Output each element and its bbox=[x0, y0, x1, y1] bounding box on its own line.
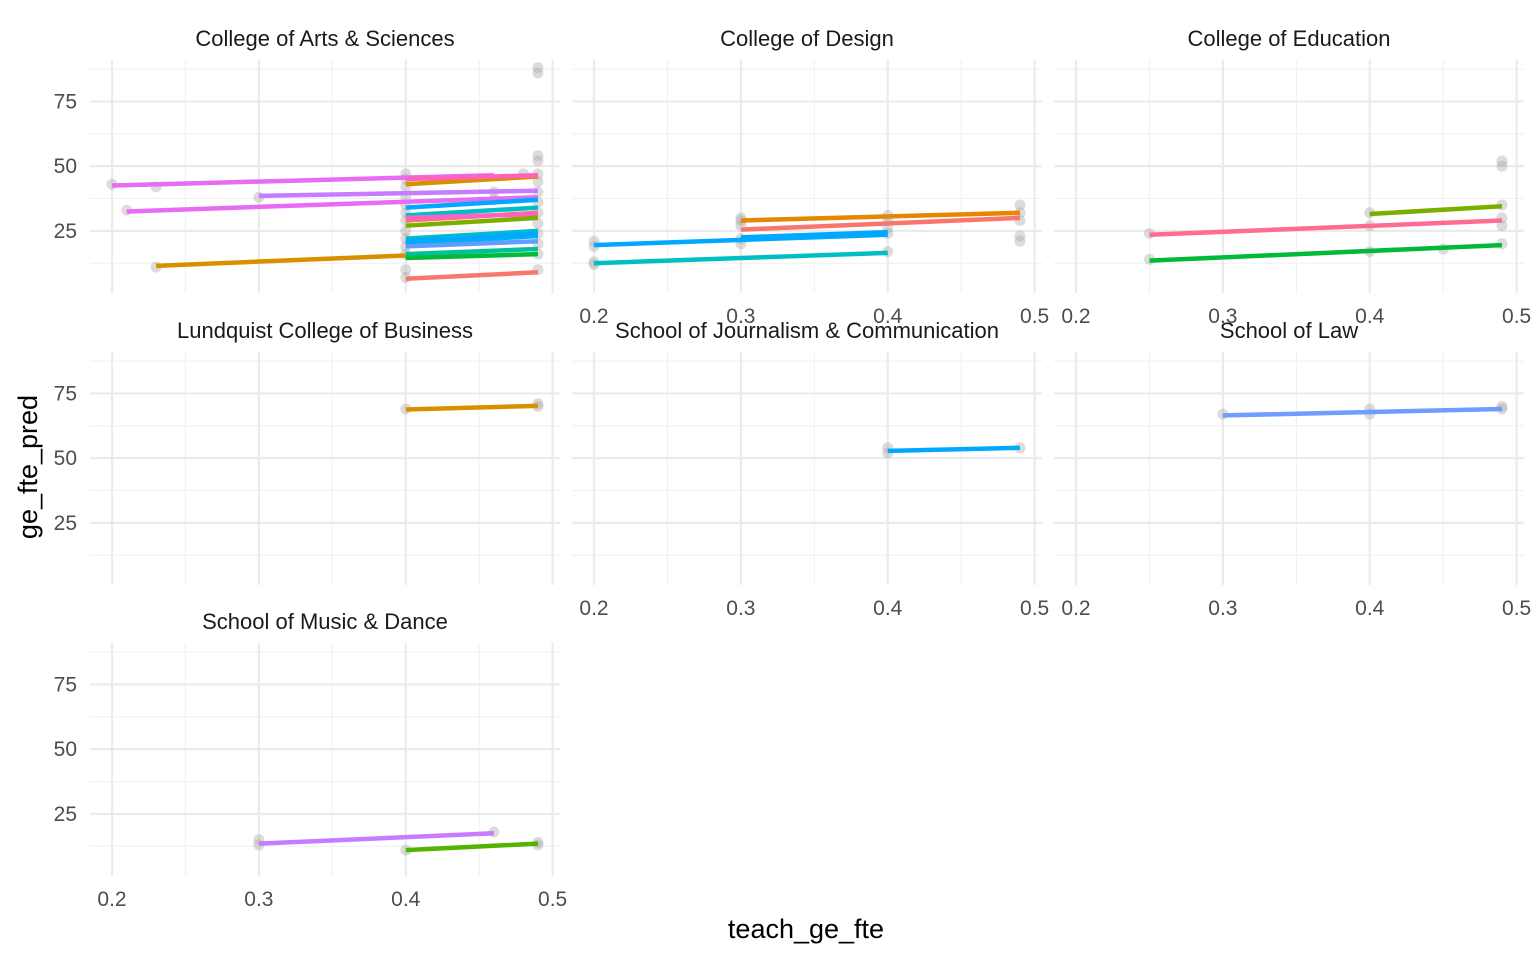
panel-4-x-tick-label-3: 0.5 bbox=[1020, 597, 1049, 620]
panel-0-series-line-11 bbox=[405, 228, 539, 241]
panel-0-y-tick-label-1: 50 bbox=[54, 155, 77, 178]
panel-4-x-tick-label-0: 0.2 bbox=[579, 597, 608, 620]
panel-0-series-line-16 bbox=[405, 251, 539, 261]
panel-0-series-line-13 bbox=[405, 231, 539, 244]
panel-0-title: College of Arts & Sciences bbox=[195, 26, 454, 51]
panel-0-series-line-14 bbox=[405, 238, 539, 249]
panel-0-series-line-12 bbox=[405, 233, 539, 247]
panel-1-series-line-3 bbox=[740, 215, 1021, 232]
panel-0-point-27 bbox=[532, 176, 544, 188]
panel-2-x-tick-label-3: 0.5 bbox=[1502, 305, 1531, 328]
panel-3-y-tick-label-2: 75 bbox=[54, 382, 77, 405]
panel-1-point-18 bbox=[1014, 235, 1026, 247]
panel-5-x-tick-label-2: 0.4 bbox=[1355, 597, 1385, 620]
panel-2-title: College of Education bbox=[1187, 26, 1390, 51]
panel-5: School of Law 0.2 0.3 0.4 0.5 bbox=[1054, 318, 1531, 620]
panel-0-y-tick-label-0: 25 bbox=[54, 220, 77, 243]
panel-1-series-line-0 bbox=[593, 232, 888, 248]
panel-2-point-7 bbox=[1496, 160, 1508, 172]
panel-1: College of Design 0.2 0.3 0.4 0.5 bbox=[572, 26, 1049, 328]
panel-1-series-line-2 bbox=[740, 210, 1021, 223]
panel-6: School of Music & Dance 25 50 75 0.2 0.3 0.4 0.… bbox=[54, 609, 568, 911]
panel-6-y-tick-label-1: 50 bbox=[54, 738, 77, 761]
panel-6-x-tick-label-3: 0.5 bbox=[538, 888, 567, 911]
panel-2-x-tick-label-2: 0.4 bbox=[1355, 305, 1385, 328]
panel-6-x-tick-label-1: 0.3 bbox=[244, 888, 273, 911]
panel-5-x-tick-label-0: 0.2 bbox=[1061, 597, 1090, 620]
panel-1-series-line-1 bbox=[593, 250, 888, 266]
panel-0-point-23 bbox=[532, 67, 544, 79]
panel-3-y-tick-label-1: 50 bbox=[54, 447, 77, 470]
panel-5-x-tick-label-3: 0.5 bbox=[1502, 597, 1531, 620]
panel-1-x-tick-label-0: 0.2 bbox=[579, 305, 608, 328]
panel-6-title: School of Music & Dance bbox=[202, 609, 448, 634]
panel-6-series-line-1 bbox=[405, 841, 539, 853]
panel-1-series-line-4 bbox=[740, 229, 888, 240]
panel-1-x-tick-label-1: 0.3 bbox=[726, 305, 755, 328]
panel-1-title: College of Design bbox=[720, 26, 894, 51]
panel-3: Lundquist College of Business 25 50 75 bbox=[54, 318, 560, 585]
panel-6-x-tick-label-0: 0.2 bbox=[97, 888, 126, 911]
panel-1-point-14 bbox=[1014, 199, 1026, 211]
panels-layer: College of Arts & Sciences255075College … bbox=[54, 26, 1532, 911]
panel-6-series-line-0 bbox=[258, 831, 495, 846]
panel-2-series-line-2 bbox=[1369, 204, 1503, 217]
panel-5-x-tick-label-1: 0.3 bbox=[1208, 597, 1237, 620]
panel-6-y-tick-label-2: 75 bbox=[54, 673, 77, 696]
panel-0-point-24 bbox=[532, 150, 544, 162]
panel-0-series-line-3 bbox=[258, 188, 539, 199]
panel-2-point-6 bbox=[1496, 155, 1508, 167]
panel-0-series-line-6 bbox=[405, 197, 539, 210]
panel-3-series-line-0 bbox=[405, 403, 539, 412]
panel-6-x-tick-label-2: 0.4 bbox=[391, 888, 421, 911]
panel-1-x-tick-label-2: 0.4 bbox=[873, 305, 903, 328]
panel-0-point-22 bbox=[532, 62, 544, 74]
panel-0-y-tick-label-2: 75 bbox=[54, 90, 77, 113]
panel-2-series-line-1 bbox=[1149, 242, 1503, 263]
panel-2-x-tick-label-0: 0.2 bbox=[1061, 305, 1090, 328]
y-axis-title: ge_fte_pred bbox=[13, 395, 43, 539]
panel-0-point-16 bbox=[400, 264, 412, 276]
panel-0-series-line-15 bbox=[405, 246, 539, 257]
panel-4-x-tick-label-2: 0.4 bbox=[873, 597, 903, 620]
panel-0-series-line-5 bbox=[405, 172, 539, 182]
panel-3-y-tick-label-0: 25 bbox=[54, 512, 77, 535]
panel-5-title: School of Law bbox=[1220, 318, 1358, 343]
panel-0-series-line-1 bbox=[126, 194, 539, 214]
panel-4-series-line-0 bbox=[887, 445, 1021, 454]
panel-0-series-line-2 bbox=[156, 253, 406, 269]
panel-2-series-line-0 bbox=[1149, 218, 1503, 237]
panel-0-series-line-17 bbox=[405, 270, 539, 282]
panel-2: College of Education 0.2 0.3 0.4 0.5 bbox=[1054, 26, 1531, 328]
panel-4-x-tick-label-1: 0.3 bbox=[726, 597, 755, 620]
panel-0-point-25 bbox=[532, 155, 544, 167]
panel-0-series-line-7 bbox=[405, 205, 539, 218]
panel-0: College of Arts & Sciences 25 50 75 bbox=[54, 26, 560, 293]
panel-0-series-line-10 bbox=[405, 215, 539, 228]
panel-1-x-tick-label-3: 0.5 bbox=[1020, 305, 1049, 328]
panel-0-series-line-9 bbox=[405, 211, 539, 221]
panel-3-title: Lundquist College of Business bbox=[177, 318, 473, 343]
panel-0-point-31 bbox=[532, 217, 544, 229]
panel-4: School of Journalism & Communication 0.2 0… bbox=[572, 318, 1049, 620]
panel-2-point-10 bbox=[1496, 220, 1508, 232]
panel-6-y-tick-label-0: 25 bbox=[54, 803, 77, 826]
panel-5-series-line-0 bbox=[1222, 406, 1503, 418]
x-axis-title: teach_ge_fte bbox=[728, 914, 884, 944]
panel-0-point-12 bbox=[400, 225, 412, 237]
panel-4-title: School of Journalism & Communication bbox=[615, 318, 999, 343]
panel-2-x-tick-label-1: 0.3 bbox=[1208, 305, 1237, 328]
panel-1-point-17 bbox=[1014, 230, 1026, 242]
